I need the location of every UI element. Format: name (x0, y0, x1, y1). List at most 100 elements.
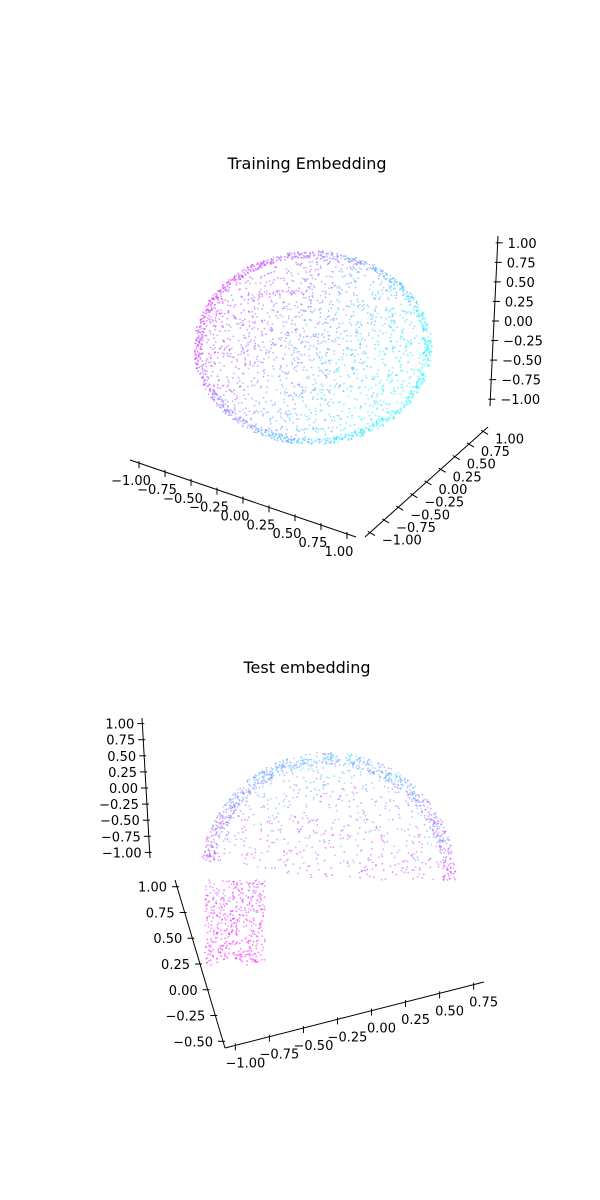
test-point (248, 805, 251, 808)
test-point (210, 906, 213, 909)
training-point (263, 327, 266, 330)
test-point (359, 773, 362, 776)
training-point (377, 375, 379, 378)
test-point (211, 841, 214, 844)
training-point (322, 438, 325, 441)
training-point (255, 423, 258, 425)
test-point (373, 770, 375, 773)
training-point (277, 411, 279, 413)
training-point (391, 348, 394, 351)
training-point (406, 403, 409, 406)
training-point (313, 439, 316, 442)
training-x-axis-tick-label: −0.50 (163, 492, 203, 507)
training-point (237, 353, 240, 356)
test-point (297, 830, 300, 833)
training-point (271, 329, 274, 331)
test-point (212, 896, 215, 899)
training-point (301, 277, 304, 280)
test-point (259, 897, 261, 899)
training-point (367, 397, 370, 400)
training-point (379, 295, 381, 298)
test-point (202, 857, 205, 860)
test-point (252, 922, 255, 925)
test-point (215, 932, 218, 935)
test-point (213, 933, 215, 936)
training-point (379, 404, 382, 406)
training-point (312, 254, 315, 257)
training-point (391, 345, 394, 348)
test-point (407, 802, 409, 805)
training-point (285, 268, 288, 271)
test-point (426, 798, 429, 801)
training-point (293, 351, 296, 354)
test-point (420, 808, 423, 810)
training-point (292, 439, 295, 441)
test-point (236, 792, 239, 794)
training-point (413, 312, 416, 314)
test-point (395, 786, 398, 788)
training-point (353, 431, 356, 434)
test-point (338, 777, 341, 779)
test-point (358, 763, 360, 766)
test-point (348, 800, 351, 803)
test-point (242, 901, 244, 904)
test-point (242, 787, 245, 789)
training-point (270, 271, 272, 274)
test-point (204, 910, 207, 912)
training-point (389, 381, 391, 384)
test-point (332, 775, 335, 777)
training-point (214, 316, 217, 319)
training-point (262, 341, 264, 343)
training-point (292, 396, 295, 399)
training-point (303, 432, 306, 434)
training-point (424, 350, 427, 353)
training-point (363, 417, 366, 420)
training-point (296, 414, 298, 416)
training-point (308, 417, 311, 420)
training-point (283, 401, 286, 404)
test-point (318, 789, 321, 792)
test-point (212, 834, 215, 837)
test-point (363, 811, 366, 813)
training-point (264, 434, 267, 437)
training-point (205, 360, 208, 362)
test-point (242, 921, 245, 923)
training-point (240, 344, 243, 347)
training-point (348, 305, 351, 308)
training-point (388, 369, 390, 372)
test-point (327, 782, 329, 785)
training-point (234, 303, 237, 306)
training-point (336, 286, 339, 289)
training-point (282, 321, 285, 323)
test-point (270, 767, 272, 769)
test-point (327, 842, 330, 845)
test-point (426, 842, 429, 845)
test-point (383, 785, 386, 788)
training-point (275, 389, 278, 391)
training-point (361, 361, 364, 364)
training-point (279, 255, 282, 258)
test-point (345, 756, 348, 759)
training-point (281, 439, 283, 442)
training-point (272, 260, 275, 263)
training-point (424, 337, 427, 340)
test-point (302, 862, 305, 864)
training-point (355, 256, 357, 259)
test-z-axis-tick-label: 0.25 (108, 766, 137, 781)
training-point (361, 363, 364, 365)
training-point (278, 375, 280, 378)
training-point (259, 387, 262, 389)
test-point (442, 837, 445, 839)
training-point (266, 312, 269, 314)
training-point (418, 314, 421, 317)
training-point (227, 379, 229, 382)
test-point (270, 782, 272, 785)
training-point (424, 323, 427, 326)
training-point (354, 262, 357, 265)
training-point (350, 390, 352, 392)
training-point (257, 293, 260, 296)
test-point (209, 930, 212, 933)
training-point (319, 388, 322, 391)
training-point (230, 294, 233, 297)
training-point (285, 372, 288, 375)
